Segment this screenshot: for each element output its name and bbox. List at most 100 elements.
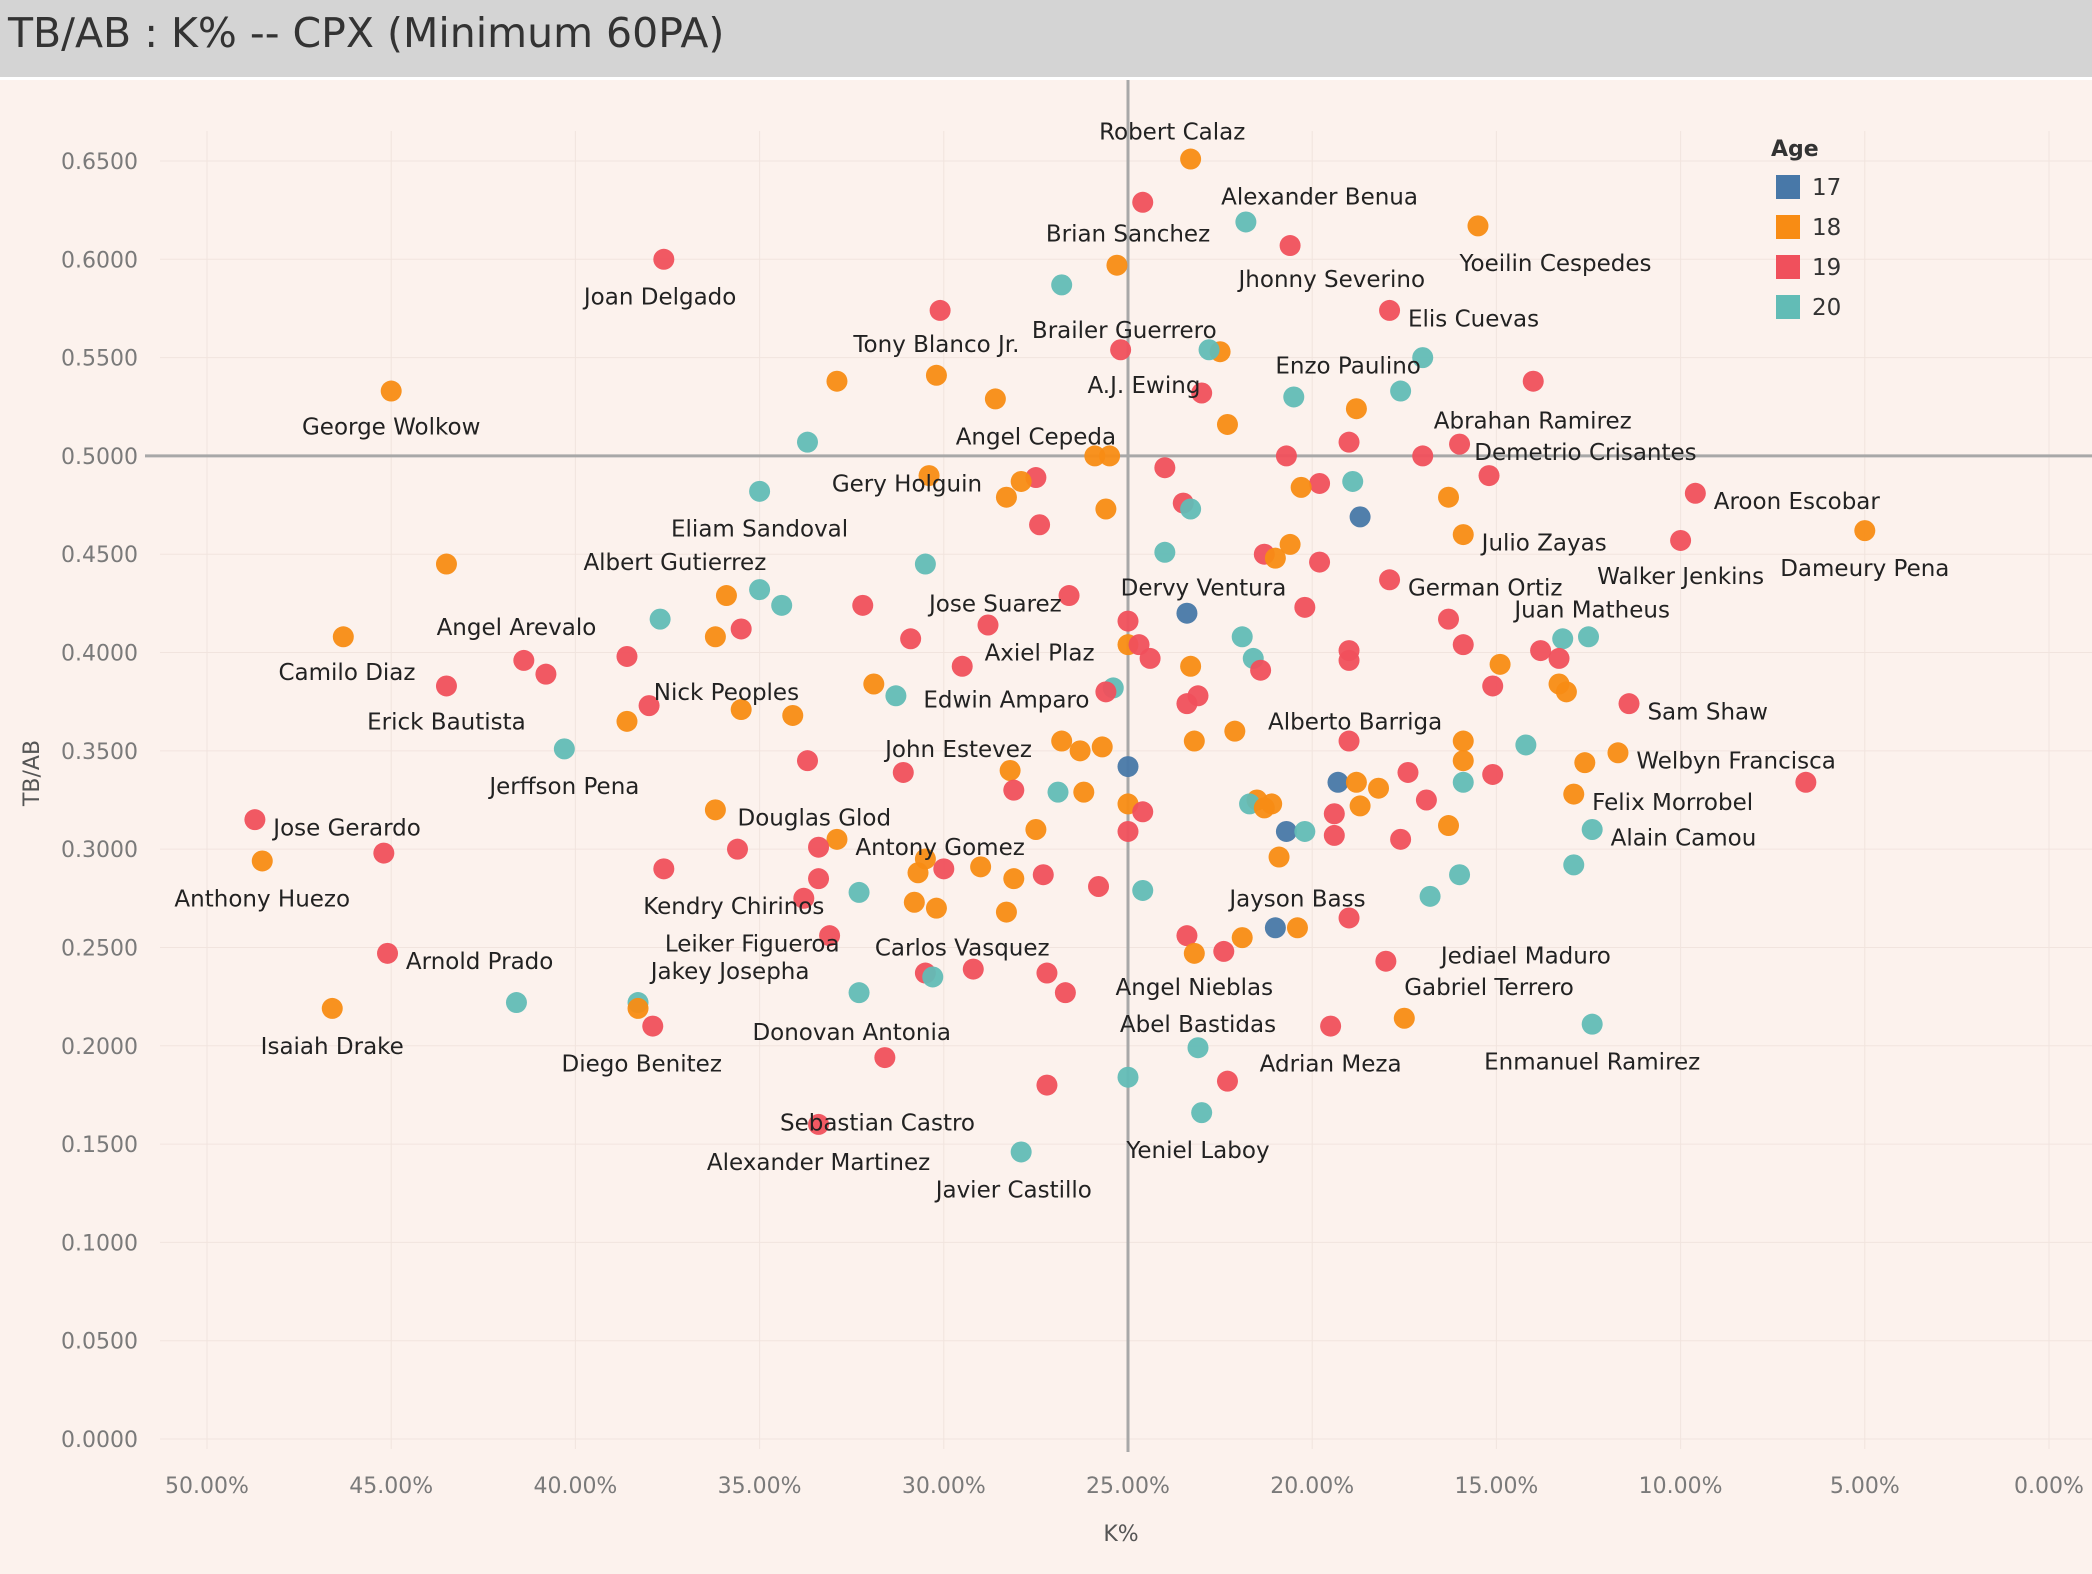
point-label: A.J. Ewing <box>1087 373 1200 399</box>
legend-label: 18 <box>1812 215 1841 241</box>
point-label: Carlos Vasquez <box>875 935 1050 961</box>
data-point <box>1449 433 1471 455</box>
point-label: Antony Gomez <box>855 835 1024 861</box>
data-point <box>1253 797 1275 819</box>
data-point <box>1419 885 1441 907</box>
y-tick-label: 0.6500 <box>61 150 138 175</box>
data-point <box>1578 626 1599 648</box>
data-point <box>1032 864 1054 886</box>
legend-label: 20 <box>1812 295 1841 321</box>
point-label: Donovan Antonia <box>752 1020 951 1046</box>
point-label: Brian Sanchez <box>1046 222 1210 248</box>
data-point <box>925 897 947 919</box>
data-point <box>1795 771 1817 793</box>
data-point <box>1309 472 1331 494</box>
data-point <box>903 891 925 913</box>
data-point <box>1279 235 1301 257</box>
point-label: Jayson Bass <box>1227 886 1365 912</box>
data-point <box>1290 476 1312 498</box>
y-tick-label: 0.3000 <box>61 838 138 863</box>
data-point <box>749 579 771 601</box>
x-axis-ticks: 50.00% 45.00% 40.00% 35.00% 30.00% 25.00% 20.0… <box>165 1474 2084 1499</box>
data-point <box>995 901 1017 923</box>
legend-swatch <box>1776 255 1800 279</box>
data-point <box>863 673 885 695</box>
point-label: Welbyn Francisca <box>1636 749 1835 775</box>
data-point <box>1213 940 1235 962</box>
data-point <box>848 982 870 1004</box>
data-point <box>1029 514 1051 536</box>
data-point <box>1349 506 1371 528</box>
data-point <box>1047 781 1069 803</box>
point-label: Yoeilin Cespedes <box>1459 251 1652 277</box>
data-point <box>1054 982 1076 1004</box>
data-point <box>1275 820 1297 842</box>
data-point <box>1489 653 1511 675</box>
point-label: Angel Arevalo <box>437 615 597 641</box>
point-label: Enmanuel Ramirez <box>1484 1049 1700 1075</box>
data-point <box>1183 942 1205 964</box>
data-point <box>1198 339 1220 361</box>
data-point <box>1854 520 1876 542</box>
data-point <box>1618 693 1640 715</box>
data-point <box>1438 815 1460 837</box>
legend-label: 17 <box>1812 175 1841 201</box>
data-point <box>900 628 922 650</box>
data-point <box>704 799 726 821</box>
data-point <box>922 966 944 988</box>
data-point <box>1379 299 1401 321</box>
data-point <box>1309 551 1331 573</box>
point-label: Angel Cepeda <box>956 424 1116 450</box>
data-point <box>1058 585 1080 607</box>
data-point <box>1154 457 1176 479</box>
point-label: Aroon Escobar <box>1714 489 1881 515</box>
x-tick-label: 30.00% <box>902 1474 986 1499</box>
data-point <box>1250 659 1272 681</box>
data-point <box>796 431 818 453</box>
data-point <box>984 388 1006 410</box>
data-point <box>826 828 848 850</box>
data-point <box>435 675 457 697</box>
data-point <box>1452 750 1474 772</box>
data-point <box>1231 927 1253 949</box>
data-point <box>933 858 955 880</box>
data-point <box>1117 756 1139 778</box>
x-tick-label: 35.00% <box>718 1474 802 1499</box>
point-label: Jakey Josepha <box>649 959 810 985</box>
point-label: Sam Shaw <box>1647 700 1768 726</box>
legend: Age 17 18 19 20 <box>1771 137 1841 321</box>
data-point <box>1106 254 1128 276</box>
data-point <box>796 750 818 772</box>
data-point <box>553 738 575 760</box>
point-label: Alain Camou <box>1611 825 1757 851</box>
data-point <box>1522 370 1544 392</box>
data-point <box>1091 736 1113 758</box>
data-point <box>1338 730 1360 752</box>
data-point <box>1555 681 1577 703</box>
data-point <box>377 942 399 964</box>
data-point <box>1452 771 1474 793</box>
data-point <box>1438 486 1460 508</box>
x-tick-label: 10.00% <box>1639 1474 1723 1499</box>
data-point <box>808 836 830 858</box>
point-label: Julio Zayas <box>1480 530 1607 556</box>
data-point <box>1452 524 1474 546</box>
point-label: Axiel Plaz <box>985 641 1095 667</box>
data-point <box>918 465 940 487</box>
data-point <box>1294 596 1316 618</box>
data-point <box>380 380 402 402</box>
data-point <box>1191 382 1213 404</box>
data-point <box>951 655 973 677</box>
data-point <box>1264 547 1286 569</box>
point-label: Sebastian Castro <box>780 1110 975 1136</box>
y-tick-label: 0.2500 <box>61 936 138 961</box>
data-point <box>1279 533 1301 555</box>
data-point <box>1036 962 1058 984</box>
data-point <box>1478 465 1500 487</box>
point-label: Walker Jenkins <box>1597 564 1764 590</box>
point-label: Demetrio Crisantes <box>1474 440 1696 466</box>
data-point <box>1607 742 1629 764</box>
point-label: Kendry Chirinos <box>643 894 824 920</box>
data-point <box>808 868 830 890</box>
data-point <box>1338 431 1360 453</box>
